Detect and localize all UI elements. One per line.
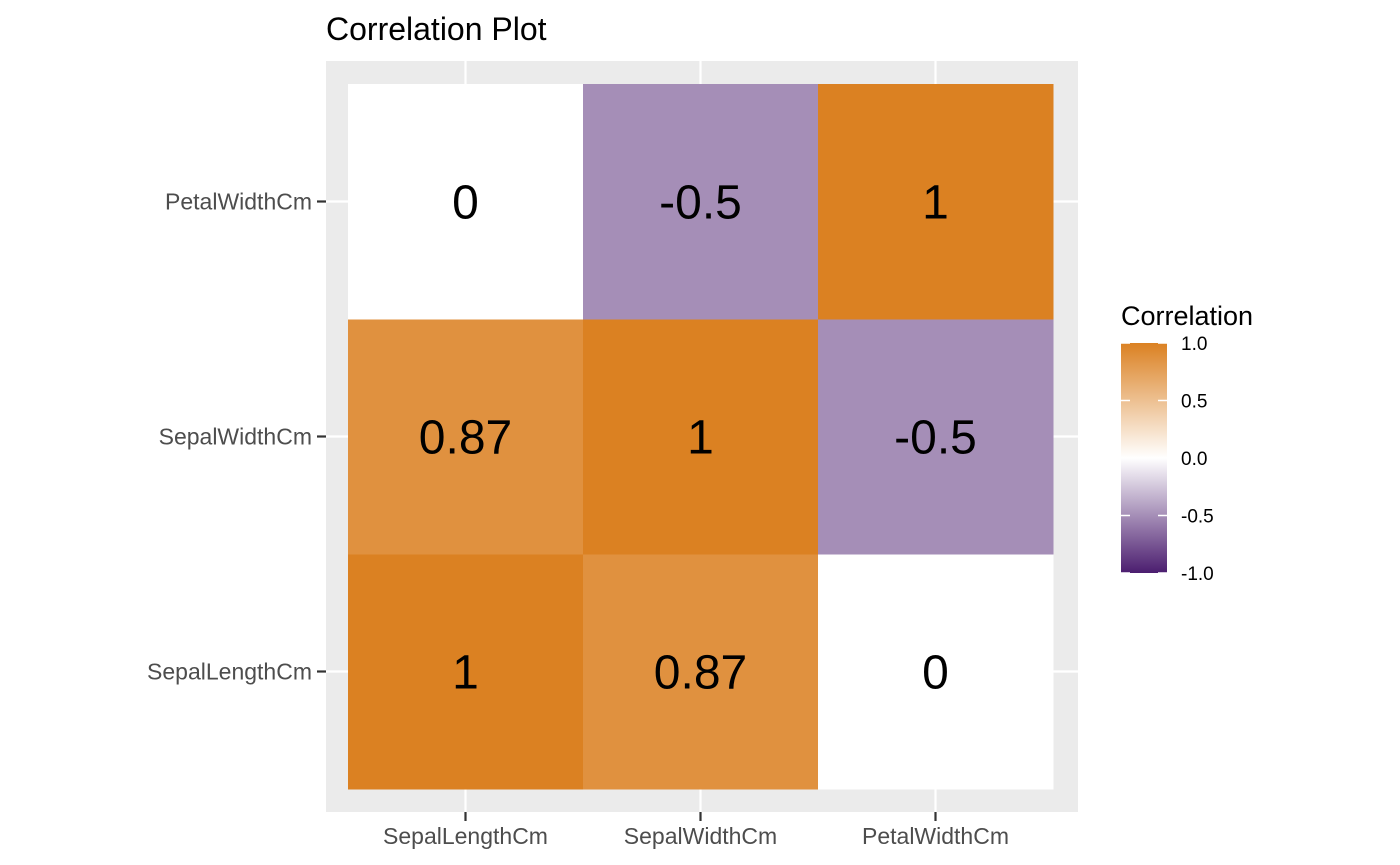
heatmap-cell — [583, 84, 819, 320]
cell-value-label: 1 — [922, 177, 949, 230]
legend-title: Correlation — [1121, 301, 1253, 331]
legend-tick-label: 1.0 — [1181, 334, 1207, 355]
heatmap-cell — [348, 554, 584, 790]
y-tick-label: SepalLengthCm — [147, 659, 312, 685]
y-axis: SepalLengthCm SepalWidthCm PetalWidthCm — [147, 189, 326, 685]
x-tick-label: SepalWidthCm — [624, 823, 777, 849]
cell-value-label: 0 — [452, 177, 479, 230]
heatmap-cell — [583, 319, 819, 555]
heatmap-cell — [348, 84, 584, 320]
legend-tick-label: -1.0 — [1181, 564, 1214, 585]
cell-value-label: -0.5 — [659, 177, 742, 230]
legend: Correlation 1.0 0.5 0.0 -0.5 -1.0 — [1121, 301, 1253, 585]
y-tick-label: SepalWidthCm — [159, 424, 312, 450]
chart-title: Correlation Plot — [326, 11, 547, 47]
y-tick-label: PetalWidthCm — [165, 189, 312, 215]
heatmap-cell — [583, 554, 819, 790]
heatmap-cell — [818, 319, 1054, 555]
legend-tick-label: -0.5 — [1181, 507, 1214, 528]
heatmap-cells — [348, 84, 1054, 790]
cell-value-label: 0 — [922, 647, 949, 700]
x-axis: SepalLengthCm SepalWidthCm PetalWidthCm — [383, 812, 1009, 849]
cell-value-label: 1 — [452, 647, 479, 700]
heatmap-cell — [818, 554, 1054, 790]
cell-labels: 1 0.87 0 0.87 1 -0.5 0 -0.5 1 — [419, 177, 977, 700]
cell-value-label: 0.87 — [419, 412, 512, 465]
x-tick-label: PetalWidthCm — [862, 823, 1009, 849]
legend-tick-label: 0.0 — [1181, 449, 1207, 470]
heatmap-cell — [348, 319, 584, 555]
x-tick-label: SepalLengthCm — [383, 823, 548, 849]
legend-ticks: 1.0 0.5 0.0 -0.5 -1.0 — [1121, 334, 1214, 585]
cell-value-label: 1 — [687, 412, 714, 465]
cell-value-label: -0.5 — [894, 412, 977, 465]
heatmap-cell — [818, 84, 1054, 320]
cell-value-label: 0.87 — [654, 647, 747, 700]
legend-tick-label: 0.5 — [1181, 392, 1207, 413]
